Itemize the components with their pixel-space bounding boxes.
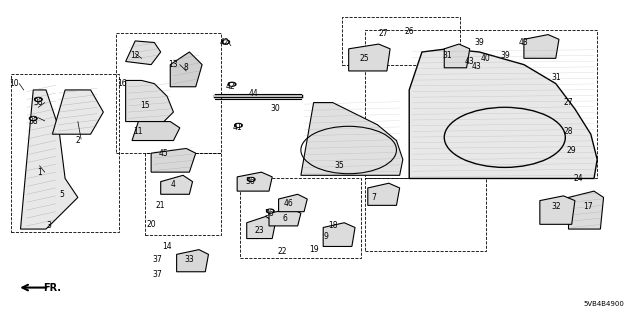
Text: 13: 13 [168, 60, 179, 69]
Text: 35: 35 [334, 161, 344, 170]
Text: 28: 28 [564, 127, 573, 136]
Polygon shape [20, 90, 78, 229]
Text: 5: 5 [60, 190, 65, 199]
Text: 32: 32 [551, 203, 561, 211]
Text: 36: 36 [245, 177, 255, 186]
Text: 46: 46 [284, 199, 293, 208]
Text: 19: 19 [309, 245, 319, 254]
Polygon shape [409, 49, 597, 178]
Text: 31: 31 [443, 51, 452, 60]
Polygon shape [568, 191, 604, 229]
Circle shape [222, 40, 230, 44]
Polygon shape [177, 250, 209, 272]
Text: 4: 4 [171, 180, 176, 189]
Text: 12: 12 [131, 51, 140, 60]
Text: 31: 31 [551, 73, 561, 82]
Text: 38: 38 [33, 98, 43, 107]
Text: 38: 38 [28, 117, 38, 126]
Text: 43: 43 [465, 57, 475, 66]
Polygon shape [349, 44, 390, 71]
Circle shape [36, 99, 40, 100]
Polygon shape [278, 194, 307, 212]
Polygon shape [269, 209, 301, 226]
Text: FR.: FR. [43, 283, 61, 293]
Text: 2: 2 [76, 136, 80, 145]
Polygon shape [368, 183, 399, 205]
Text: 26: 26 [404, 27, 414, 36]
Circle shape [268, 210, 272, 212]
Circle shape [31, 117, 35, 119]
Circle shape [237, 124, 241, 126]
Text: 37: 37 [152, 271, 163, 279]
Text: 5VB4B4900: 5VB4B4900 [584, 300, 625, 307]
Circle shape [35, 98, 42, 101]
Circle shape [29, 116, 37, 120]
Circle shape [247, 178, 255, 181]
Polygon shape [170, 52, 202, 87]
Polygon shape [323, 223, 355, 247]
Text: 22: 22 [277, 247, 287, 256]
Circle shape [235, 123, 243, 127]
Text: 43: 43 [519, 38, 529, 47]
Polygon shape [237, 172, 272, 191]
Circle shape [230, 83, 234, 85]
Text: 42: 42 [226, 82, 236, 91]
Polygon shape [540, 196, 575, 224]
Polygon shape [52, 90, 103, 134]
Text: 41: 41 [232, 123, 242, 132]
Text: 29: 29 [567, 145, 577, 154]
Polygon shape [125, 80, 173, 122]
Text: 15: 15 [140, 101, 150, 110]
Polygon shape [125, 41, 161, 65]
Polygon shape [151, 148, 196, 172]
Text: 27: 27 [564, 98, 573, 107]
Polygon shape [161, 175, 193, 194]
Text: 20: 20 [147, 220, 156, 229]
Text: 44: 44 [248, 89, 258, 98]
Text: 40: 40 [481, 54, 490, 63]
Circle shape [228, 82, 236, 86]
Text: 23: 23 [255, 226, 264, 235]
Text: 25: 25 [360, 54, 369, 63]
Text: 30: 30 [271, 104, 280, 113]
Text: 16: 16 [118, 79, 127, 88]
Text: 7: 7 [372, 193, 376, 202]
Text: 45: 45 [159, 149, 169, 158]
Text: 11: 11 [134, 127, 143, 136]
Text: 27: 27 [379, 28, 388, 38]
Text: 21: 21 [156, 201, 166, 210]
Text: 14: 14 [163, 242, 172, 251]
Circle shape [249, 178, 253, 180]
Circle shape [266, 209, 274, 213]
Text: 17: 17 [583, 203, 593, 211]
Text: 42: 42 [220, 38, 229, 47]
Text: 18: 18 [328, 221, 337, 230]
Text: 39: 39 [474, 38, 484, 47]
Text: 37: 37 [152, 255, 163, 263]
Text: 8: 8 [184, 63, 189, 72]
Text: 43: 43 [471, 62, 481, 71]
Text: 39: 39 [500, 51, 509, 60]
Circle shape [224, 41, 228, 43]
Polygon shape [524, 34, 559, 58]
Polygon shape [301, 103, 403, 175]
Text: 36: 36 [264, 209, 274, 218]
Polygon shape [132, 122, 180, 141]
Text: 1: 1 [37, 168, 42, 177]
Text: 24: 24 [573, 174, 583, 183]
Text: 10: 10 [10, 79, 19, 88]
Polygon shape [246, 216, 275, 239]
Polygon shape [444, 44, 470, 68]
Text: 3: 3 [47, 221, 52, 230]
Text: 33: 33 [184, 255, 195, 263]
Text: 9: 9 [324, 233, 329, 241]
Text: 6: 6 [282, 213, 287, 222]
